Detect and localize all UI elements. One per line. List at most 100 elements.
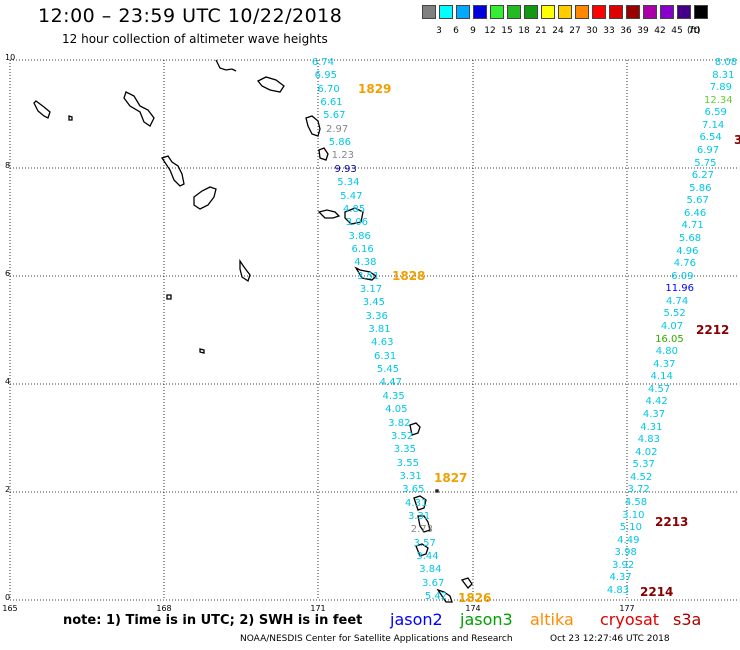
wave-height-value: 6.59 [704,107,727,119]
scale-swatch [558,5,572,19]
wave-height-value: 3.55 [396,457,419,469]
wave-height-value: 4.96 [676,245,699,257]
wave-height-value: 5.34 [337,177,360,189]
wave-height-value: 5.67 [686,195,709,207]
scale-tick-label: 42 [654,26,666,36]
wave-height-value: 4.05 [385,404,408,416]
wave-height-value: 12.34 [703,94,733,106]
scale-tick-label: 27 [569,26,581,36]
wave-height-value: 5.45 [376,364,400,375]
map-title: 12:00 – 23:59 UTC 10/22/2018 [38,5,343,27]
pass-number-label: 1828 [392,269,426,283]
wave-height-value: 3.44 [416,551,439,562]
scale-tick-label: 45 [671,26,683,36]
pass-number-label: 1827 [434,471,468,485]
wave-height-value: 6.70 [317,83,340,95]
wave-height-value: 2.73 [410,524,434,536]
wave-height-value: 3.84 [419,564,442,576]
y-axis-label: 0 [5,593,11,602]
scale-tick-label: 39 [637,26,649,36]
wave-height-value: 6.46 [683,207,707,219]
wave-height-value: 5.10 [619,522,643,534]
pass-number-label: 2212 [696,323,730,337]
wave-height-value: 6.54 [699,132,722,144]
scale-swatch [422,5,436,19]
wave-height-value: 3.35 [393,444,417,456]
wave-height-value: 4.07 [660,321,684,332]
scale-unit-label: (ft) [687,26,701,36]
wave-height-value: 5.86 [689,182,712,194]
wave-height-value: 4.14 [650,371,673,383]
scale-swatch [677,5,691,19]
pass-number-label: 2214 [640,585,674,599]
wave-height-value: 6.31 [373,350,397,362]
wave-height-value: 3.45 [362,297,386,309]
wave-height-value: 4.57 [647,383,671,395]
wave-height-value: 3.10 [622,509,645,521]
wave-height-value: 4.58 [624,497,648,508]
scale-swatch [626,5,640,19]
island-outlines [33,59,473,603]
wave-height-value: 4.83 [637,434,661,446]
credit-line: NOAA/NESDIS Center for Satellite Applica… [240,634,513,644]
scale-swatch [524,5,538,19]
scale-swatch [643,5,657,19]
wave-height-value: 16.05 [655,333,684,345]
wave-height-value: 4.35 [382,390,405,402]
wave-height-value: 4.42 [645,396,668,408]
wave-height-value: 3.92 [611,559,635,571]
wave-height-value: 4.38 [354,257,377,269]
scale-tick-label: 6 [453,26,459,36]
wave-height-value: 3.52 [390,430,414,442]
wave-height-value: 2.97 [325,123,349,135]
footer-note: note: 1) Time is in UTC; 2) SWH is in fe… [63,613,363,628]
wave-height-value: 4.02 [635,446,658,458]
scale-tick-label: 18 [518,26,530,36]
wave-height-value: 6.27 [691,170,715,182]
y-axis-label: 10 [5,53,16,62]
wave-height-value: 4.83 [606,585,630,596]
scale-swatch [490,5,504,19]
generated-timestamp: Oct 23 12:27:46 UTC 2018 [550,634,670,644]
wave-height-value: 6.95 [314,70,337,82]
x-axis-label: 174 [465,604,481,613]
wave-height-value: 8.08 [714,57,738,68]
scale-tick-label: 30 [586,26,598,36]
wave-height-value: 6.74 [311,57,335,68]
wave-height-value: 5.75 [694,157,717,169]
scale-swatch [456,5,470,19]
wave-height-value: 5.42 [424,591,448,602]
wave-height-value: 3.31 [407,510,431,522]
scale-tick-label: 24 [552,26,564,36]
satellite-legend-s3a: s3a [673,610,702,629]
wave-height-value: 8.31 [712,69,735,81]
scale-swatch [660,5,674,19]
x-axis-label: 168 [156,604,172,613]
wave-height-value: 3.06 [345,217,369,229]
wave-height-value: 4.49 [617,534,640,546]
wave-height-value: 5.86 [328,137,352,149]
wave-height-value: 7.14 [701,119,725,131]
scale-tick-label: 12 [484,26,496,36]
wave-height-value: 5.52 [663,308,686,320]
wave-height-value: 3.82 [388,417,411,429]
y-axis-label: 8 [5,161,11,170]
x-axis-label: 177 [619,604,635,613]
wave-height-value: 5.47 [340,190,363,202]
wave-height-value: 4.52 [629,471,653,483]
wave-height-value: 3.67 [422,577,445,589]
scale-swatch [473,5,487,19]
wave-height-value: 5.37 [632,459,655,471]
scale-tick-label: 70 [688,26,700,36]
wave-height-value: 5.68 [678,233,702,244]
scale-swatch [575,5,589,19]
y-axis-label: 4 [5,377,11,386]
pass-number-label: 1826 [458,591,492,605]
wave-height-value: 7.89 [709,82,733,94]
scale-swatch [439,5,453,19]
wave-height-value: 3.57 [413,537,436,549]
satellite-legend-altika: altika [530,610,574,629]
y-axis-label: 2 [5,485,11,494]
wave-height-value: 4.80 [655,346,679,358]
